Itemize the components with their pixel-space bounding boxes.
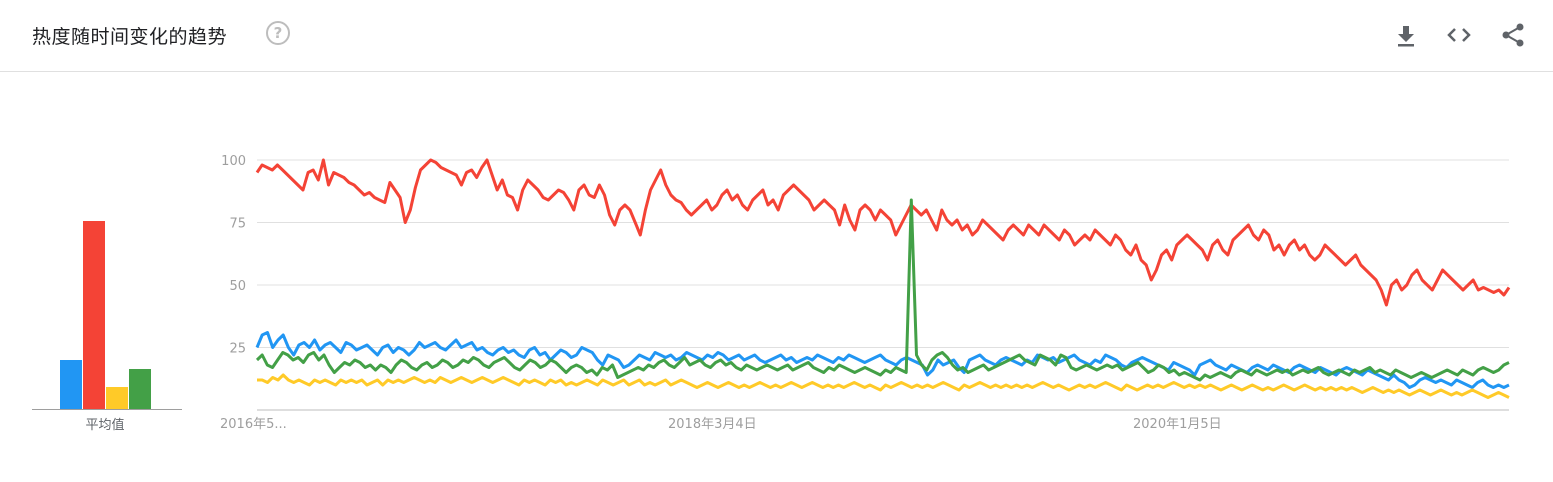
y-tick-label-25: 25	[229, 342, 246, 357]
average-label: 平均值	[85, 418, 125, 433]
embed-code-icon[interactable]	[1444, 20, 1474, 50]
series-line-2	[257, 373, 1510, 399]
page-title: 热度随时间变化的趋势	[32, 26, 228, 48]
average-bar-0	[60, 359, 82, 409]
average-bar-3	[129, 369, 151, 409]
series-line-1	[255, 331, 1510, 389]
x-tick-label-2: 2020年1月5日	[1133, 417, 1222, 432]
average-axis-line	[32, 409, 182, 410]
share-icon[interactable]	[1498, 20, 1528, 50]
y-tick-label-100: 100	[221, 154, 246, 169]
x-tick-label-0: 2016年5...	[220, 417, 287, 432]
y-tick-label-50: 50	[229, 279, 246, 294]
chart-header: 热度随时间变化的趋势 ?	[0, 0, 1553, 72]
help-icon[interactable]: ?	[266, 21, 290, 45]
series-line-0	[255, 158, 1511, 307]
download-icon[interactable]	[1391, 20, 1421, 50]
series-line-3	[255, 198, 1510, 382]
x-tick-label-1: 2018年3月4日	[668, 417, 757, 432]
average-bar-1	[83, 221, 105, 409]
y-tick-label-75: 75	[229, 217, 246, 232]
average-bar-2	[106, 386, 128, 409]
